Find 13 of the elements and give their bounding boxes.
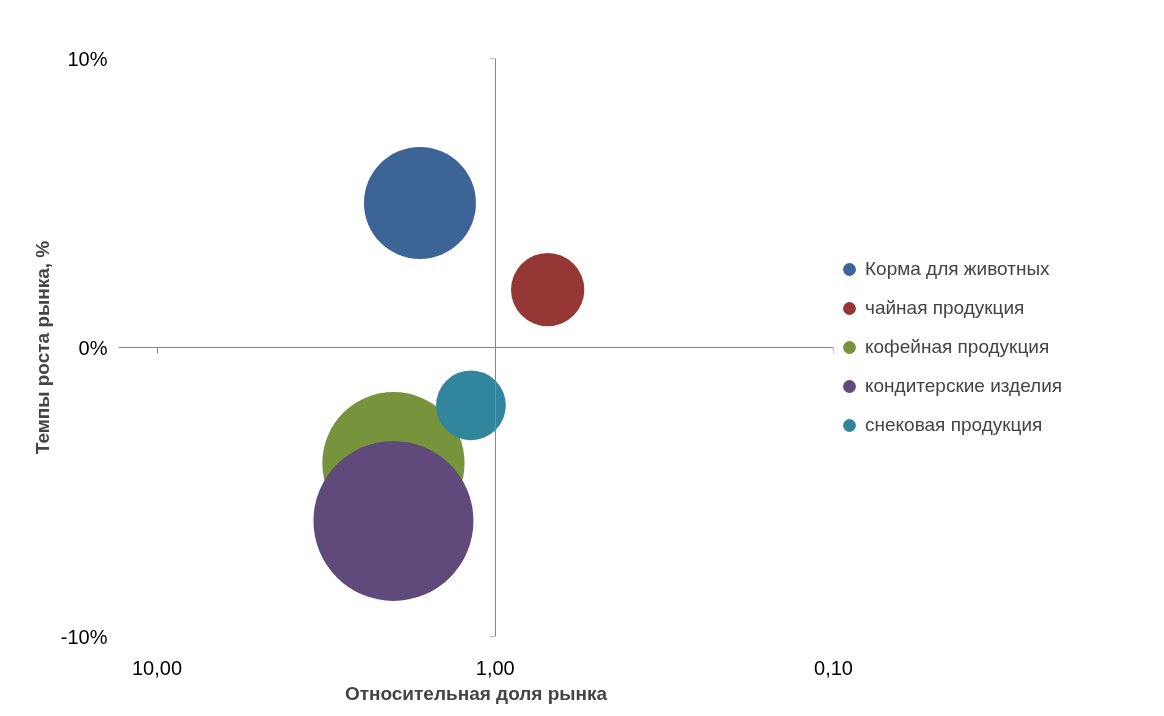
legend-label: Корма для животных — [865, 258, 1050, 280]
legend-label: кофейная продукция — [865, 336, 1050, 358]
y-tick-label: 10% — [67, 47, 108, 70]
legend-label: кондитерские изделия — [865, 375, 1063, 397]
x-tick-label: 10,00 — [132, 656, 183, 679]
y-tick-label: 0% — [78, 336, 108, 359]
y-axis-title: Темпы роста рынка, % — [31, 240, 53, 455]
x-tick-label: 1,00 — [475, 656, 515, 679]
legend-label: снековая продукция — [865, 414, 1043, 436]
x-axis-title: Относительная доля рынка — [344, 682, 608, 704]
x-tick-label: 0,10 — [814, 656, 853, 679]
y-tick-label: -10% — [60, 625, 108, 648]
legend-label: чайная продукция — [865, 297, 1025, 319]
